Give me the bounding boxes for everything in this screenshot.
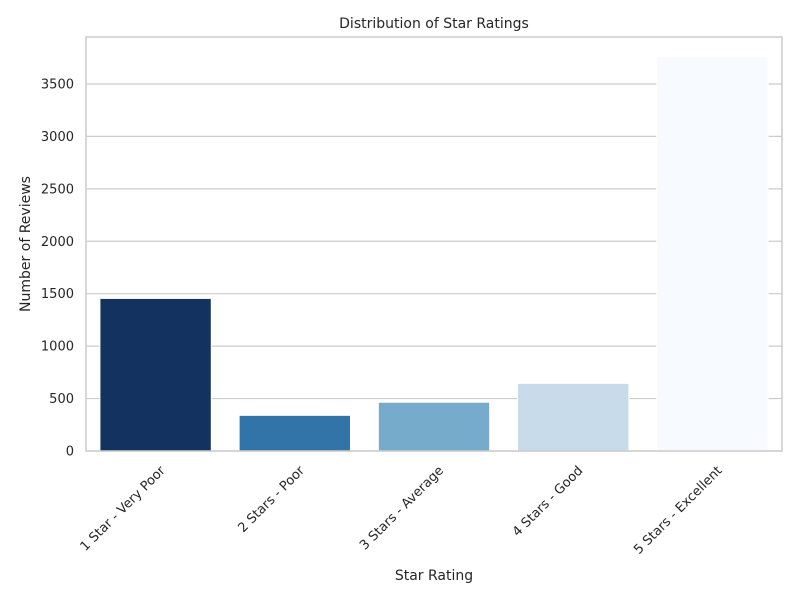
x-tick-label: 5 Stars - Excellent [631, 463, 725, 557]
bar [238, 414, 351, 452]
y-tick-label: 2500 [41, 182, 74, 197]
y-axis-label: Number of Reviews [18, 176, 34, 312]
y-tick-label: 3000 [41, 130, 74, 145]
bar [377, 401, 491, 452]
y-tick-label: 3500 [41, 77, 74, 92]
y-tick-label: 1500 [41, 287, 74, 302]
y-tick-labels: 0 500 1000 1500 2000 2500 3000 3500 [41, 77, 74, 459]
plot-frame [85, 36, 783, 452]
x-tick-label: 1 Star - Very Poor [78, 463, 169, 554]
bar [99, 297, 212, 452]
x-tick-label: 3 Stars - Average [357, 463, 447, 553]
y-tick-label: 1000 [41, 340, 74, 355]
x-axis-label: Star Rating [395, 568, 473, 584]
x-tick-label: 4 Stars - Good [510, 463, 586, 539]
bar [517, 382, 630, 452]
x-tick-label: 2 Stars - Poor [235, 463, 308, 536]
y-tick-label: 0 [66, 445, 74, 460]
y-tick-label: 2000 [41, 235, 74, 250]
chart-title: Distribution of Star Ratings [339, 16, 529, 32]
bar-layer [99, 56, 769, 452]
y-tick-label: 500 [49, 392, 74, 407]
bar [656, 56, 769, 452]
x-tick-labels: 1 Star - Very Poor 2 Stars - Poor 3 Stars … [78, 463, 726, 558]
